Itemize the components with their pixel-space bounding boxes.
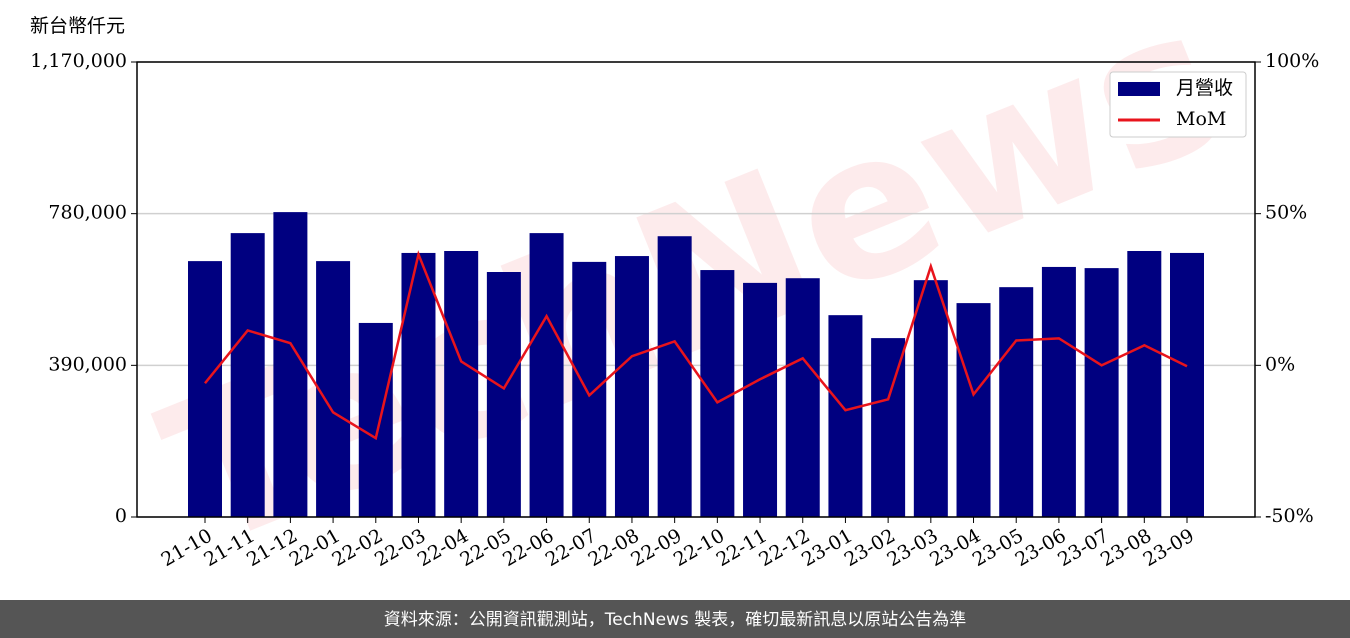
bar bbox=[828, 315, 863, 517]
legend-label: MoM bbox=[1176, 108, 1226, 130]
bar bbox=[785, 278, 820, 517]
legend-swatch bbox=[1118, 82, 1160, 96]
bar bbox=[358, 322, 393, 517]
bar bbox=[401, 252, 436, 517]
y2-tick-label: 100% bbox=[1265, 50, 1319, 72]
y2-tick-label: 50% bbox=[1265, 202, 1307, 224]
bar bbox=[743, 282, 778, 517]
bar bbox=[316, 261, 351, 517]
bar bbox=[913, 280, 948, 517]
bar bbox=[188, 261, 222, 517]
plot-frame bbox=[136, 61, 1256, 518]
bar bbox=[486, 272, 521, 517]
y-tick-label: 0 bbox=[115, 505, 127, 527]
legend-label: 月營收 bbox=[1176, 77, 1233, 99]
bar bbox=[444, 251, 479, 517]
y-tick-label: 1,170,000 bbox=[30, 50, 127, 72]
bar bbox=[1041, 266, 1076, 517]
bar bbox=[700, 270, 735, 517]
bar bbox=[572, 261, 607, 517]
bar bbox=[1170, 252, 1204, 517]
y-tick-label: 390,000 bbox=[48, 353, 127, 375]
footer-text: 資料來源：公開資訊觀測站，TechNews 製表，確切最新訊息以原站公告為準 bbox=[384, 610, 966, 630]
bar bbox=[273, 212, 308, 517]
line bbox=[204, 250, 1188, 441]
footer-bar bbox=[0, 600, 1350, 638]
bar bbox=[657, 236, 692, 517]
y2-tick-label: -50% bbox=[1265, 505, 1314, 527]
bar bbox=[1084, 268, 1119, 517]
y2-tick-label: 0% bbox=[1265, 353, 1295, 375]
y-tick-label: 780,000 bbox=[48, 202, 127, 224]
bar bbox=[529, 233, 564, 517]
bar bbox=[614, 256, 649, 517]
y-axis-title: 新台幣仟元 bbox=[30, 15, 125, 37]
bar bbox=[230, 233, 265, 517]
bar bbox=[956, 303, 991, 517]
bar bbox=[999, 287, 1034, 517]
bar bbox=[1127, 251, 1162, 517]
